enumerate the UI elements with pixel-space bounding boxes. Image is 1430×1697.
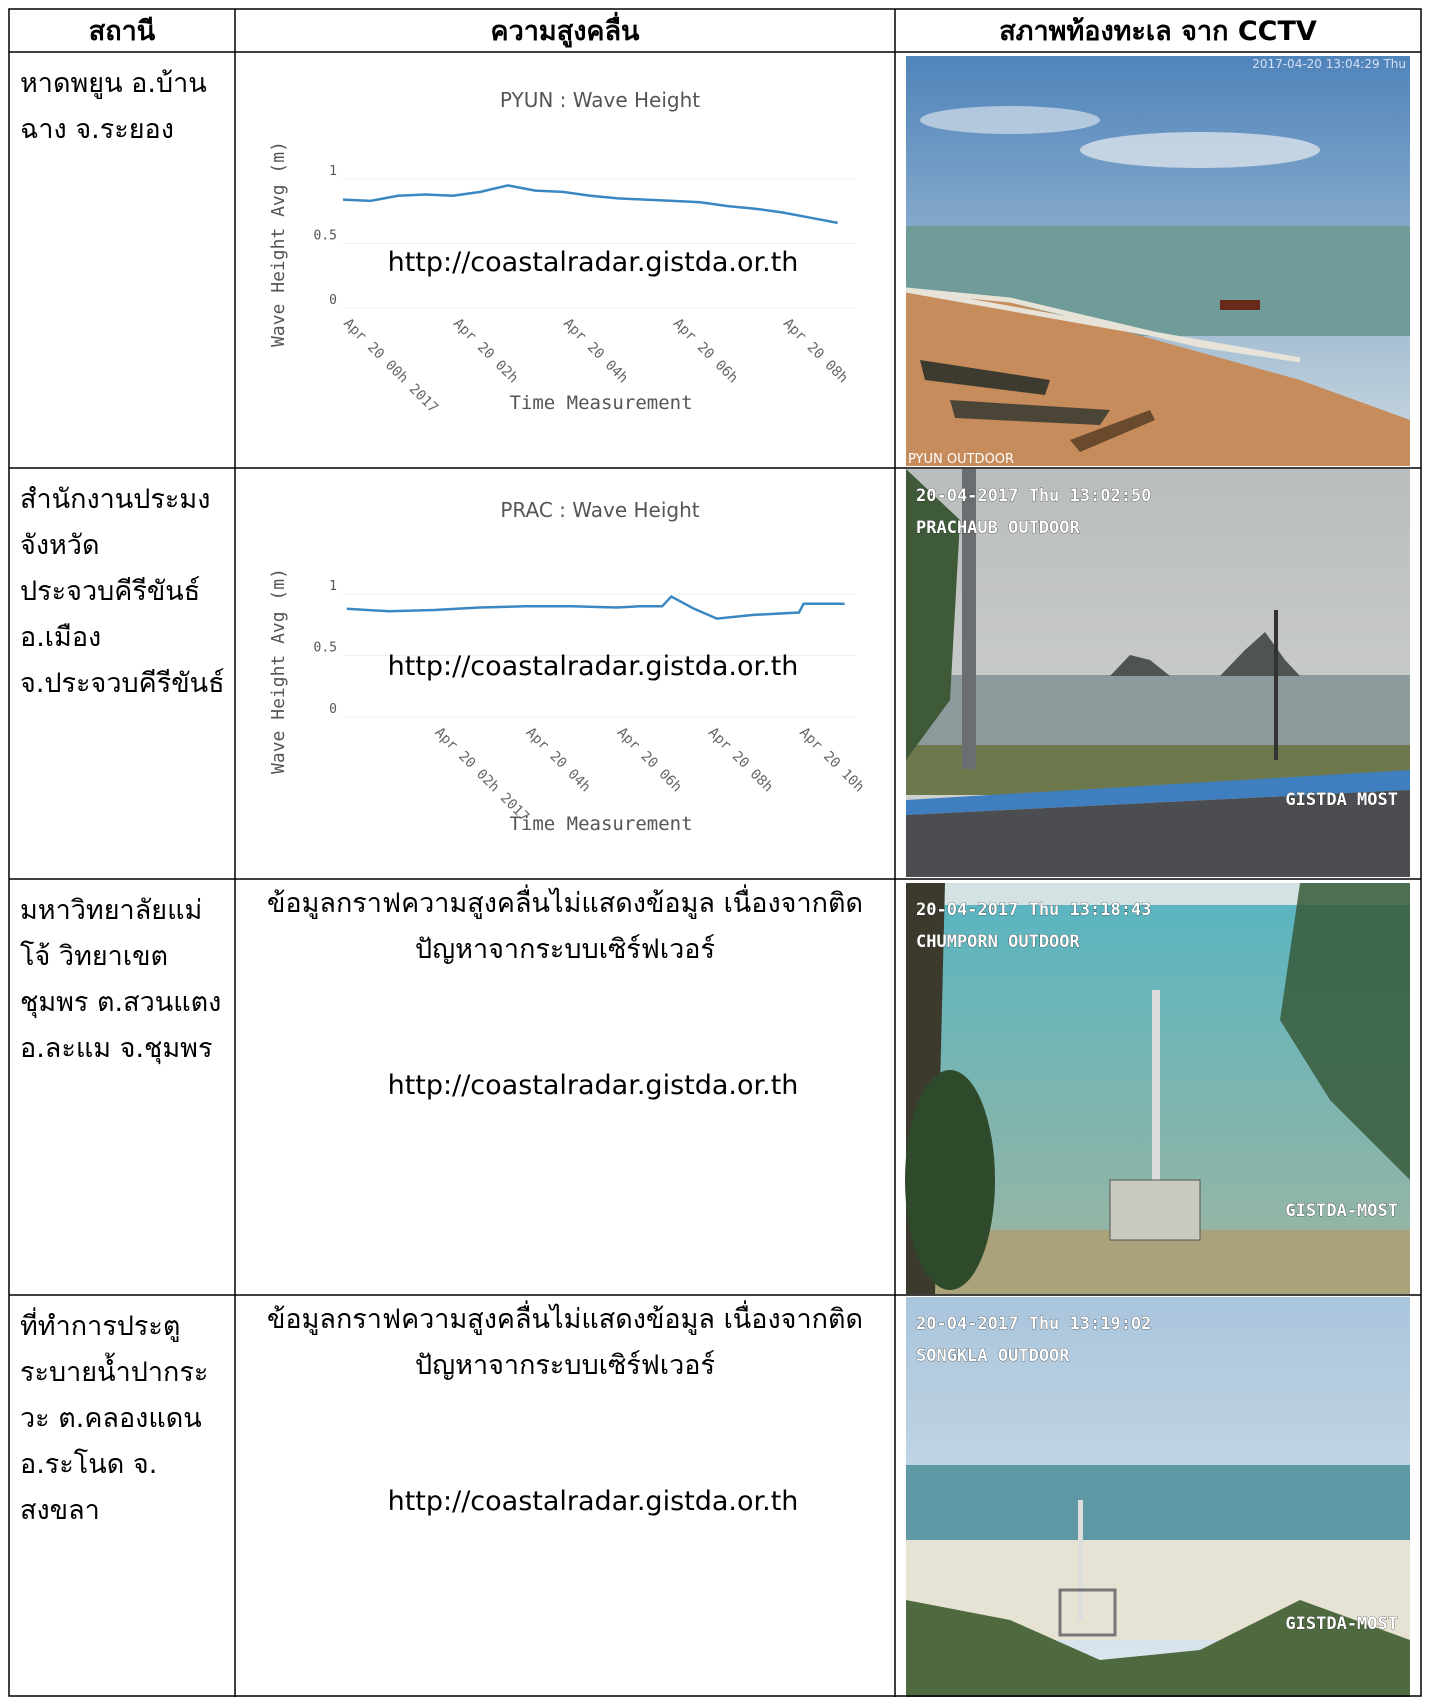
cctv-camera: PRACHAUB OUTDOOR — [916, 518, 1081, 538]
chart-title: PRAC : Wave Height — [500, 498, 699, 522]
cctv-camera: PYUN OUTDOOR — [908, 452, 1014, 467]
message-line: ข้อมูลกราฟความสูงคลื่นไม่แสดงข้อมูล เนื่… — [267, 884, 863, 919]
cctv-camera: SONGKLA OUTDOOR — [916, 1346, 1070, 1366]
station-line: หาดพยูน อ.บ้าน — [20, 68, 207, 99]
y-axis-label: Wave Height Avg (m) — [268, 568, 289, 774]
station-line: ประจวบคีรีขันธ์ — [20, 575, 200, 607]
x-tick-label: Apr 20 04h — [560, 316, 631, 387]
cctv-timestamp: 2017-04-20 13:04:29 Thu — [1252, 57, 1406, 71]
station-line: สงขลา — [20, 1495, 100, 1526]
station-line: จังหวัด — [20, 530, 100, 561]
cctv-timestamp: 20-04-2017 Thu 13:19:02 — [916, 1314, 1151, 1334]
cctv-image — [905, 56, 1410, 466]
station-line: สำนักงานประมง — [20, 484, 210, 515]
y-tick-label: 1 — [329, 164, 337, 179]
y-tick-label: 1 — [329, 579, 337, 594]
station-line: ระบายน้ำปากระ — [20, 1352, 208, 1388]
cctv-camera: CHUMPORN OUTDOOR — [916, 932, 1081, 952]
message-line: ข้อมูลกราฟความสูงคลื่นไม่แสดงข้อมูล เนื่… — [267, 1300, 863, 1335]
table-grid — [8, 8, 1422, 1697]
header-cell: ความสูงคลื่น — [491, 11, 640, 48]
y-tick-label: 0.5 — [314, 641, 337, 656]
cctv-logo: GISTDA-MOST — [1285, 1614, 1398, 1634]
x-axis-label: Time Measurement — [509, 392, 692, 414]
station-line: อ.ละแม จ.ชุมพร — [20, 1033, 212, 1065]
cctv-logo: GISTDA-MOST — [1285, 1201, 1398, 1221]
x-tick-label: Apr 20 02h — [450, 316, 521, 387]
message-line: ปัญหาจากระบบเซิร์ฟเวอร์ — [415, 933, 715, 965]
x-axis-label: Time Measurement — [509, 813, 692, 835]
cctv-image — [905, 883, 1410, 1294]
station-line: ที่ทำการประตู — [20, 1307, 180, 1342]
x-tick-label: Apr 20 00h 2017 — [340, 316, 441, 417]
y-axis-label: Wave Height Avg (m) — [268, 141, 289, 347]
watermark: http://coastalradar.gistda.or.th — [388, 1486, 799, 1517]
y-tick-label: 0 — [329, 293, 337, 308]
line-series — [342, 184, 838, 225]
station-line: วะ ต.คลองแดน — [20, 1403, 202, 1434]
cctv-timestamp: 20-04-2017 Thu 13:18:43 — [916, 900, 1151, 920]
station-line: มหาวิทยาลัยแม่ — [20, 895, 202, 926]
x-tick-label: Apr 20 10h — [796, 725, 867, 796]
cctv-image — [906, 469, 1410, 877]
station-line: ชุมพร ต.สวนแตง — [20, 987, 221, 1019]
cctv-image — [906, 1297, 1410, 1697]
chart-title: PYUN : Wave Height — [500, 88, 700, 112]
station-line: จ.ประจวบคีรีขันธ์ — [20, 667, 225, 699]
header-cell: สภาพท้องทะเล จาก CCTV — [999, 16, 1317, 47]
line-series — [346, 594, 845, 620]
cctv-timestamp: 20-04-2017 Thu 13:02:50 — [916, 486, 1151, 506]
x-tick-label: Apr 20 02h 2017 — [431, 725, 532, 826]
cctv-logo: GISTDA MOST — [1285, 790, 1398, 810]
x-tick-label: Apr 20 08h — [780, 316, 851, 387]
watermark: http://coastalradar.gistda.or.th — [388, 651, 799, 682]
y-tick-label: 0.5 — [314, 229, 337, 244]
x-tick-label: Apr 20 04h — [523, 725, 594, 796]
watermark: http://coastalradar.gistda.or.th — [388, 1070, 799, 1101]
station-line: ฉาง จ.ระยอง — [20, 114, 174, 145]
x-tick-label: Apr 20 06h — [670, 316, 741, 387]
watermark: http://coastalradar.gistda.or.th — [388, 247, 799, 278]
header-cell: สถานี — [89, 16, 156, 47]
x-tick-label: Apr 20 06h — [614, 725, 685, 796]
x-tick-label: Apr 20 08h — [705, 725, 776, 796]
station-line: อ.เมือง — [20, 622, 101, 653]
station-line: อ.ระโนด จ. — [20, 1449, 157, 1480]
station-line: โจ้ วิทยาเขต — [20, 941, 168, 972]
y-tick-label: 0 — [329, 702, 337, 717]
message-line: ปัญหาจากระบบเซิร์ฟเวอร์ — [415, 1349, 715, 1381]
